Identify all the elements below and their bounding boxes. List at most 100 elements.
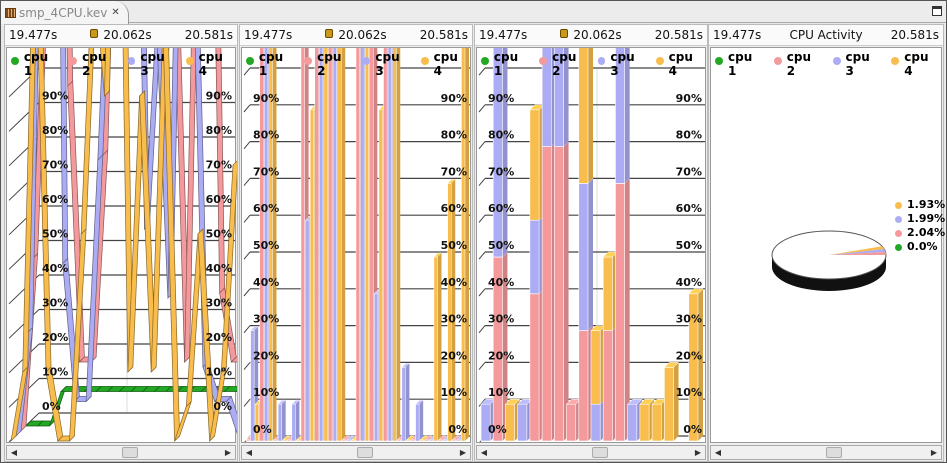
horizontal-scrollbar[interactable]: ◀ ▶ (6, 445, 236, 460)
stack-cpu-3 (627, 403, 638, 442)
stack-cpu-4 (578, 48, 589, 184)
y-tick-left: 0% (253, 423, 272, 436)
legend-label: cpu 1 (493, 50, 519, 78)
legend-item[interactable]: cpu 4 (655, 50, 705, 78)
stack-side (563, 48, 569, 147)
scroll-left-arrow-icon[interactable]: ◀ (245, 448, 253, 457)
gridline-depth (243, 214, 251, 223)
chart-svg: 0% 0% 10% 10% 20% 20% 30% 30% 40% 40% 50% 50% 60% 60%… (478, 48, 705, 442)
y-tick-right: 40% (206, 262, 232, 275)
chart-panel-1: 19.477s 20.062s 20.581s 0% 0% 10% 10% 20% 20%… (4, 24, 238, 462)
tab-title: smp_4CPU.kev (19, 5, 108, 20)
legend-item[interactable]: cpu 2 (304, 50, 353, 78)
y-tick-left: 60% (253, 202, 279, 215)
legend-item[interactable]: cpu 4 (891, 50, 941, 78)
bar-cpu-3 (442, 439, 447, 442)
y-tick-left: 30% (488, 313, 514, 326)
y-tick-left: 70% (488, 165, 514, 178)
close-icon[interactable]: ✕ (111, 7, 120, 18)
gridline-depth (478, 251, 486, 260)
tab-smp-4cpu[interactable]: smp_4CPU.kev ✕ (1, 1, 129, 24)
time-range-header: 19.477s 20.062s 20.581s (240, 25, 472, 46)
y-tick-right: 40% (676, 276, 702, 289)
lock-icon[interactable] (560, 29, 569, 38)
legend-item[interactable]: cpu 1 (481, 50, 530, 78)
legend-item[interactable]: cpu 2 (69, 50, 118, 78)
scroll-right-arrow-icon[interactable]: ▶ (224, 448, 232, 457)
end-time: 20.581s (184, 28, 233, 42)
lock-icon[interactable] (90, 29, 99, 38)
center-label: 20.062s (338, 28, 387, 42)
bar-cpu-3 (401, 367, 406, 442)
gridline-depth (478, 398, 486, 407)
y-tick-left: 50% (488, 239, 514, 252)
y-tick-left: 40% (253, 276, 279, 289)
stack-cpu-3 (541, 48, 552, 147)
legend-item[interactable]: cpu 4 (420, 50, 470, 78)
series-segment-cpu-3 (225, 395, 237, 435)
lock-icon[interactable] (325, 29, 334, 38)
scroll-left-arrow-icon[interactable]: ◀ (480, 448, 488, 457)
bar-cpu-3 (319, 48, 324, 442)
horizontal-scrollbar[interactable]: ◀ ▶ (476, 445, 706, 460)
stack-cpu-2 (578, 330, 589, 442)
bar-cpu-2 (300, 48, 305, 442)
scroll-right-arrow-icon[interactable]: ▶ (459, 448, 467, 457)
stack-cpu-3 (529, 219, 540, 295)
y-tick-right: 10% (676, 386, 702, 399)
chart-area: 0% 0% 10% 10% 20% 20% 30% 30% 40% 40% 50% 50% 60% 60%… (241, 47, 471, 443)
gridline-depth (243, 141, 251, 150)
chart-svg (771, 230, 887, 291)
time-range-header: 19.477s 20.062s 20.581s (5, 25, 237, 46)
legend-label: cpu 1 (258, 50, 284, 78)
center-label: 20.062s (103, 28, 152, 42)
legend-item[interactable]: cpu 1 (11, 50, 60, 78)
y-tick-right: 60% (441, 202, 467, 215)
y-tick-right: 20% (441, 349, 467, 362)
legend-label: cpu 1 (23, 50, 49, 78)
scroll-left-arrow-icon[interactable]: ◀ (10, 448, 18, 457)
scrollbar-thumb[interactable] (122, 447, 138, 458)
bar-cpu-4 (433, 256, 438, 442)
pie-legend-item: 1.99% (895, 212, 945, 226)
scrollbar-thumb[interactable] (357, 447, 373, 458)
stack-top (639, 398, 655, 405)
legend-item[interactable]: cpu 4 (185, 50, 235, 78)
y-tick-right: 20% (206, 331, 232, 344)
bar-cpu-3 (360, 48, 365, 442)
legend-item[interactable]: cpu 2 (773, 50, 824, 78)
legend-dot-icon (715, 57, 723, 65)
chart-svg: 0% 0% 10% 10% 20% 20% 30% 30% 40% 40% 50% 50% 60% 60%… (243, 48, 470, 442)
legend-dot-icon (304, 57, 313, 65)
legend: cpu 1 cpu 2 cpu 3 cpu 4 (481, 50, 705, 78)
legend-item[interactable]: cpu 1 (715, 50, 765, 78)
y-tick-right: 0% (683, 423, 702, 436)
legend: cpu 1 cpu 2 cpu 3 cpu 4 (246, 50, 470, 78)
legend-item[interactable]: cpu 3 (127, 50, 177, 78)
scrollbar-thumb[interactable] (592, 447, 608, 458)
scroll-right-arrow-icon[interactable]: ▶ (694, 448, 702, 457)
legend-item[interactable]: cpu 2 (539, 50, 588, 78)
horizontal-scrollbar[interactable]: ◀ ▶ (241, 445, 471, 460)
gridline-depth (243, 104, 251, 113)
scroll-right-arrow-icon[interactable]: ▶ (930, 448, 938, 457)
legend-item[interactable]: cpu 1 (246, 50, 295, 78)
maximize-icon[interactable] (932, 6, 942, 16)
legend-label: cpu 3 (375, 50, 400, 78)
stack-top (504, 398, 521, 405)
bar-cpu-4 (296, 439, 301, 442)
horizontal-scrollbar[interactable]: ◀ ▶ (710, 445, 942, 460)
pie-legend-value: 1.93% (907, 198, 946, 211)
legend-item[interactable]: cpu 3 (362, 50, 412, 78)
gridline-depth (478, 178, 486, 186)
series-segment-cpu-4 (22, 48, 36, 373)
scrollbar-thumb[interactable] (826, 447, 842, 458)
stack-side (624, 178, 630, 441)
y-tick-right: 10% (206, 366, 232, 379)
stack-cpu-2 (554, 146, 564, 442)
scroll-left-arrow-icon[interactable]: ◀ (714, 448, 722, 457)
legend-item[interactable]: cpu 3 (832, 50, 883, 78)
time-range-header: 19.477s CPU Activity 20.581s (709, 25, 943, 46)
legend-item[interactable]: cpu 3 (597, 50, 647, 78)
